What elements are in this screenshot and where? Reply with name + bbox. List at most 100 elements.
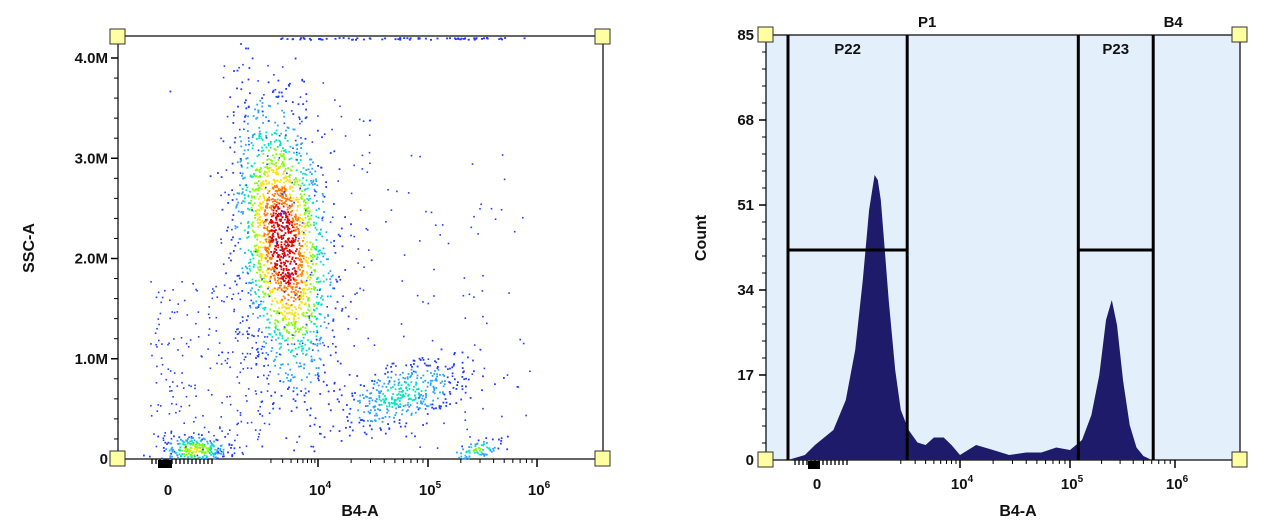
scatter-point bbox=[414, 411, 417, 414]
scatter-point bbox=[211, 443, 213, 445]
frame-handle[interactable] bbox=[109, 28, 126, 45]
scatter-point bbox=[264, 246, 267, 249]
scatter-point bbox=[322, 82, 325, 84]
scatter-point bbox=[283, 197, 286, 200]
scatter-point bbox=[471, 163, 474, 165]
scatter-point bbox=[288, 241, 291, 243]
scatter-point bbox=[287, 239, 290, 242]
scatter-point bbox=[468, 451, 471, 454]
scatter-point bbox=[253, 245, 256, 247]
frame-handle[interactable] bbox=[757, 451, 774, 468]
scatter-point bbox=[208, 431, 210, 433]
scatter-point bbox=[358, 421, 361, 424]
scatter-point bbox=[377, 379, 380, 381]
scatter-point bbox=[248, 268, 251, 270]
scatter-point bbox=[187, 452, 190, 455]
scatter-point bbox=[229, 146, 232, 149]
scatter-point bbox=[280, 284, 282, 287]
scatter-point bbox=[222, 263, 225, 265]
scatter-point bbox=[293, 223, 296, 226]
scatter-point bbox=[248, 265, 251, 267]
scatter-point bbox=[279, 140, 282, 143]
scatter-point bbox=[305, 201, 307, 204]
scatter-point bbox=[297, 257, 299, 260]
scatter-point bbox=[437, 358, 440, 360]
scatter-point bbox=[388, 428, 391, 430]
scatter-point bbox=[150, 415, 153, 417]
scatter-point bbox=[227, 226, 229, 229]
scatter-point bbox=[277, 194, 280, 196]
scatter-point bbox=[288, 175, 290, 178]
y-tick-label: 3.0M bbox=[75, 150, 108, 167]
frame-handle[interactable] bbox=[594, 450, 611, 467]
scatter-point bbox=[259, 263, 261, 265]
scatter-point bbox=[308, 347, 311, 350]
scatter-point bbox=[317, 349, 320, 352]
scatter-point bbox=[256, 182, 258, 185]
scatter-point bbox=[476, 442, 479, 445]
scatter-point bbox=[368, 402, 371, 405]
scatter-point bbox=[204, 438, 206, 441]
scatter-point bbox=[284, 176, 287, 179]
scatter-point bbox=[307, 298, 309, 300]
scatter-point bbox=[268, 199, 271, 202]
scatter-point bbox=[458, 456, 460, 459]
scatter-point bbox=[313, 247, 316, 250]
scatter-point bbox=[286, 329, 288, 332]
scatter-point bbox=[327, 403, 330, 406]
frame-handle[interactable] bbox=[594, 28, 611, 45]
scatter-point bbox=[303, 200, 306, 202]
scatter-point bbox=[299, 252, 302, 254]
scatter-point bbox=[279, 367, 282, 369]
scatter-point bbox=[302, 295, 304, 298]
scatter-point bbox=[303, 193, 306, 196]
frame-handle[interactable] bbox=[1231, 26, 1248, 43]
scatter-point bbox=[256, 169, 259, 171]
scatter-point bbox=[256, 209, 258, 212]
scatter-point bbox=[304, 283, 307, 286]
scatter-point bbox=[247, 333, 249, 335]
frame-handle[interactable] bbox=[109, 450, 126, 467]
scatter-point bbox=[251, 225, 254, 227]
scatter-point bbox=[261, 220, 264, 222]
scatter-point bbox=[288, 204, 291, 207]
frame-handle[interactable] bbox=[1231, 451, 1248, 468]
scatter-point bbox=[292, 398, 295, 401]
scatter-point bbox=[304, 222, 306, 225]
scatter-point bbox=[267, 293, 270, 296]
scatter-point bbox=[288, 307, 290, 309]
scatter-point bbox=[425, 394, 427, 397]
scatter-point bbox=[288, 198, 290, 201]
scatter-point bbox=[354, 392, 356, 394]
scatter-point bbox=[310, 180, 312, 182]
scatter-point bbox=[368, 397, 371, 399]
scatter-point bbox=[398, 388, 401, 390]
scatter-point bbox=[266, 377, 269, 380]
scatter-point bbox=[403, 37, 406, 39]
scatter-point bbox=[391, 402, 394, 405]
scatter-point bbox=[340, 115, 343, 118]
scatter-point bbox=[331, 216, 334, 219]
scatter-point bbox=[384, 37, 387, 40]
scatter-point bbox=[261, 102, 264, 104]
scatter-point bbox=[273, 287, 276, 290]
scatter-point bbox=[312, 445, 315, 448]
scatter-point bbox=[407, 404, 409, 406]
scatter-point bbox=[329, 221, 332, 223]
y-tick-label: 4.0M bbox=[75, 50, 108, 67]
scatter-point bbox=[461, 367, 464, 369]
scatter-point bbox=[327, 315, 330, 317]
scatter-point bbox=[185, 439, 188, 442]
scatter-point bbox=[433, 295, 435, 297]
scatter-point bbox=[197, 456, 200, 459]
scatter-point bbox=[231, 199, 234, 201]
scatter-point bbox=[157, 291, 160, 294]
scatter-point bbox=[287, 304, 290, 306]
scatter-point bbox=[247, 149, 250, 151]
scatter-point bbox=[378, 395, 381, 397]
scatter-point bbox=[261, 139, 264, 141]
scatter-point bbox=[240, 165, 243, 168]
frame-handle[interactable] bbox=[757, 26, 774, 43]
scatter-point bbox=[263, 187, 266, 190]
scatter-point bbox=[288, 249, 291, 251]
